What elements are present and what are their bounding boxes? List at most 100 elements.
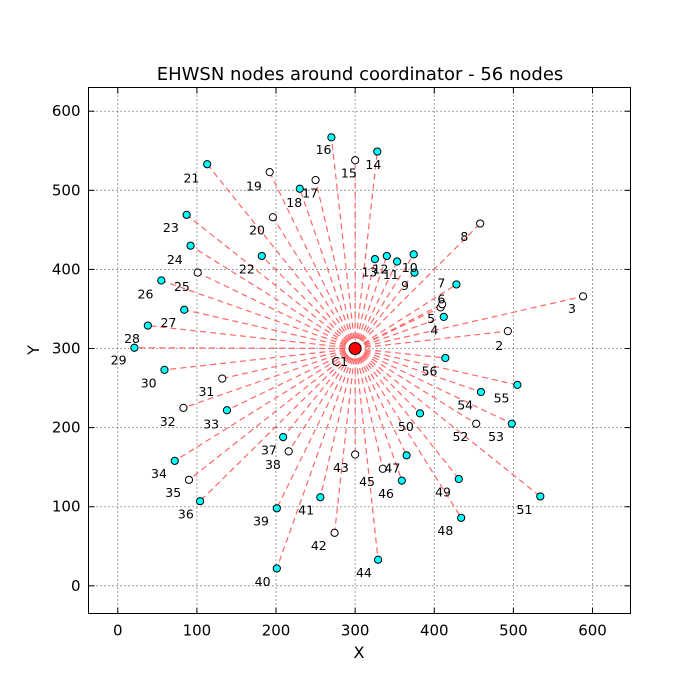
node-label: 36 [178,507,194,522]
node-label: 30 [141,375,157,390]
link-line [188,348,356,481]
node-point [160,365,169,374]
x-ticks: 0 100 200 300 400 500 600 [113,87,607,640]
node-label: 53 [488,429,504,444]
node-point [311,175,320,185]
node-label: 54 [457,397,473,412]
link-line [272,216,356,349]
node-point [186,241,195,250]
y-tick-label: 300 [52,340,81,358]
node-label: 22 [239,261,255,276]
x-axis-label: X [354,643,365,662]
link-line [355,347,518,386]
node-point [507,419,516,428]
node-point [272,564,281,573]
link-line [199,348,356,502]
node-label: 12 [373,261,389,276]
node-label: 50 [398,419,414,434]
link-line [354,261,398,349]
node-point [476,387,486,397]
node-label: 39 [253,514,269,529]
node-point [222,406,232,415]
node-label: 25 [174,279,190,294]
node-label: 37 [261,443,277,458]
node-point [203,160,212,169]
node-point [184,475,194,484]
link-line [354,348,379,560]
node-label: 49 [435,484,451,499]
link-line [354,316,444,350]
node-point [454,474,463,484]
node-point [265,168,274,177]
node-label: 56 [422,363,438,378]
node-label: 7 [437,276,445,291]
node-label: 40 [255,574,271,589]
node-point [218,374,227,383]
node-point [409,250,418,259]
link-line [282,348,356,438]
node-label: 33 [203,416,219,431]
node-point [351,156,360,165]
node-label: 21 [183,170,199,185]
x-tick-label: 0 [113,622,123,640]
link-line [197,272,356,350]
node-point [143,321,152,330]
node-label: 5 [427,311,435,326]
y-axis-label: Y [24,345,43,356]
link-line [354,272,415,349]
node-label: 27 [161,315,177,330]
coordinator-layer: C1 [331,342,362,369]
node-point [472,419,481,428]
node-labels-layer: 2345678910111213141516171819202122232425… [111,142,576,589]
node-label: 47 [384,461,400,476]
node-point [457,513,466,522]
node-point [438,300,447,309]
link-line [354,348,384,469]
node-point [179,403,188,412]
y-tick-label: 400 [52,260,81,278]
node-label: 28 [124,331,140,346]
node-label: 55 [494,390,510,405]
link-line [222,347,356,380]
nodes-layer [130,133,588,573]
node-label: 14 [365,157,381,172]
y-tick-label: 500 [52,181,81,199]
link-line [319,348,356,498]
node-point [578,292,588,301]
node-label: 2 [495,338,503,353]
link-line [315,179,356,349]
node-label: 26 [138,287,154,302]
node-label: 29 [111,352,127,367]
link-line [226,347,356,411]
node-point [157,276,166,285]
node-point [257,251,266,261]
link-line [354,348,477,425]
node-point [410,268,419,277]
link-line [355,347,446,359]
y-ticks: 0 100 200 300 400 500 600 [52,102,631,595]
link-line [354,347,482,393]
node-label: 52 [452,429,468,444]
node-label: 17 [302,185,318,200]
node-label: 31 [198,384,214,399]
link-line [354,254,415,349]
x-tick-label: 300 [341,622,370,640]
node-point [279,433,288,442]
link-line [269,171,356,349]
node-label: 51 [517,502,533,517]
link-line [354,303,443,350]
link-line [354,259,376,349]
x-tick-label: 500 [499,622,528,640]
node-point [272,504,281,513]
node-label: 13 [361,265,377,280]
node-point [327,133,336,142]
node-point [402,451,411,460]
node-label: 10 [402,260,418,275]
node-label: 32 [160,414,176,429]
node-label: 34 [151,466,167,481]
node-point [316,493,325,502]
node-label: 3 [568,301,576,316]
node-label: 44 [356,565,372,580]
link-line [354,151,378,349]
node-point [182,210,191,219]
